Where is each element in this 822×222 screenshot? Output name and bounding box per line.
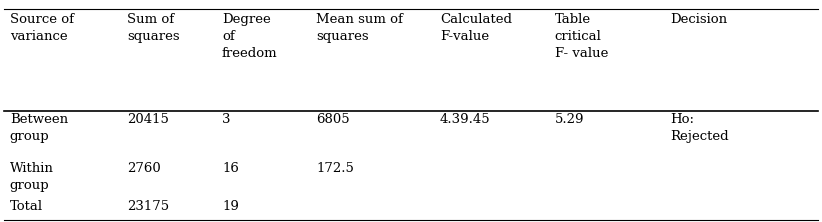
Text: 16: 16 — [222, 162, 239, 175]
Text: 2760: 2760 — [127, 162, 161, 175]
Text: Ho:
Rejected: Ho: Rejected — [670, 113, 728, 143]
Text: Table
critical
F- value: Table critical F- value — [555, 13, 608, 60]
Text: Mean sum of
squares: Mean sum of squares — [316, 13, 404, 43]
Text: 6805: 6805 — [316, 113, 350, 126]
Text: Between
group: Between group — [10, 113, 68, 143]
Text: Within
group: Within group — [10, 162, 53, 192]
Text: 5.29: 5.29 — [555, 113, 584, 126]
Text: Sum of
squares: Sum of squares — [127, 13, 180, 43]
Text: 172.5: 172.5 — [316, 162, 354, 175]
Text: 19: 19 — [222, 200, 239, 213]
Text: 23175: 23175 — [127, 200, 169, 213]
Text: 3: 3 — [222, 113, 230, 126]
Text: 4.39.45: 4.39.45 — [440, 113, 491, 126]
Text: Calculated
F-value: Calculated F-value — [440, 13, 512, 43]
Text: Total: Total — [10, 200, 43, 213]
Text: Degree
of
freedom: Degree of freedom — [222, 13, 278, 60]
Text: Decision: Decision — [670, 13, 727, 26]
Text: Source of
variance: Source of variance — [10, 13, 74, 43]
Text: 20415: 20415 — [127, 113, 169, 126]
